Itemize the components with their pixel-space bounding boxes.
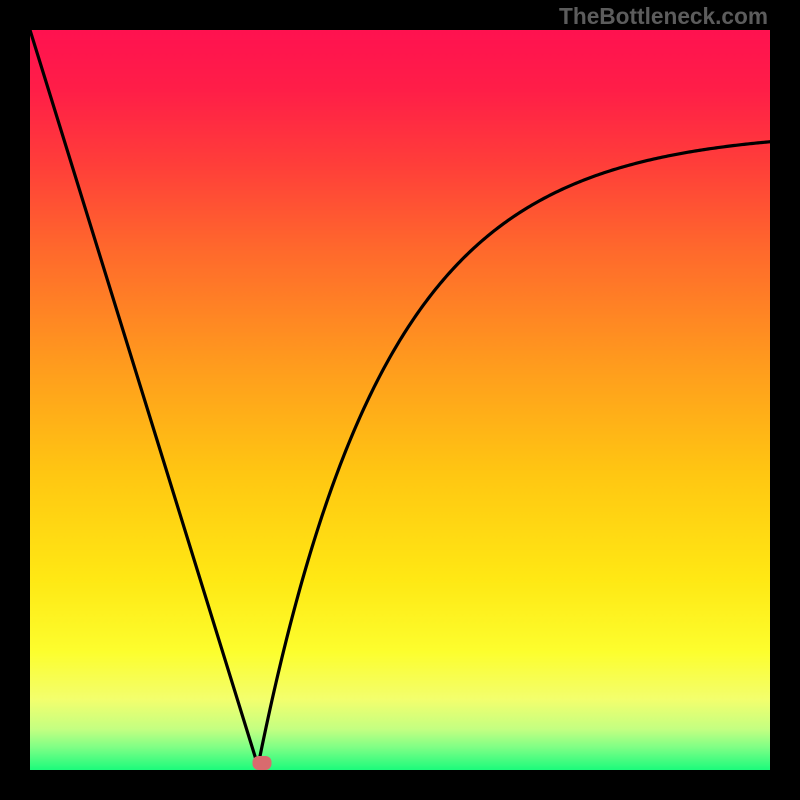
min-point-marker (253, 756, 272, 770)
watermark-text: TheBottleneck.com (559, 3, 768, 30)
curve-svg (30, 30, 770, 770)
chart-stage: TheBottleneck.com (0, 0, 800, 800)
plot-area (30, 30, 770, 770)
bottleneck-curve (30, 30, 770, 766)
